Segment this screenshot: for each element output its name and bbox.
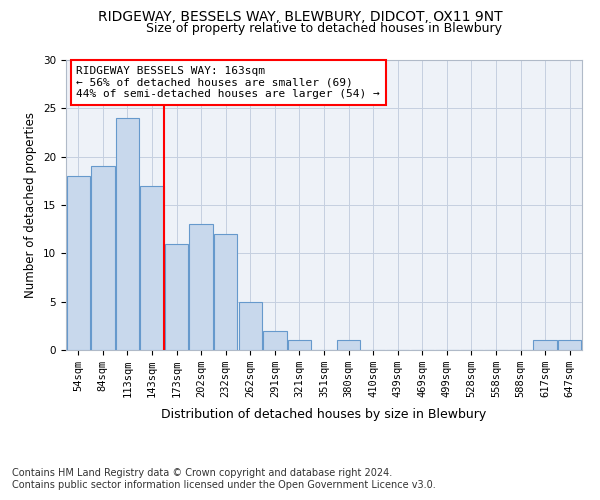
Bar — [263, 330, 287, 350]
Y-axis label: Number of detached properties: Number of detached properties — [25, 112, 37, 298]
Bar — [239, 302, 262, 350]
Bar — [533, 340, 557, 350]
Bar — [140, 186, 164, 350]
Title: Size of property relative to detached houses in Blewbury: Size of property relative to detached ho… — [146, 22, 502, 35]
Bar — [67, 176, 90, 350]
Text: RIDGEWAY, BESSELS WAY, BLEWBURY, DIDCOT, OX11 9NT: RIDGEWAY, BESSELS WAY, BLEWBURY, DIDCOT,… — [98, 10, 502, 24]
X-axis label: Distribution of detached houses by size in Blewbury: Distribution of detached houses by size … — [161, 408, 487, 422]
Bar — [116, 118, 139, 350]
Bar — [558, 340, 581, 350]
Text: Contains HM Land Registry data © Crown copyright and database right 2024.
Contai: Contains HM Land Registry data © Crown c… — [12, 468, 436, 490]
Text: RIDGEWAY BESSELS WAY: 163sqm
← 56% of detached houses are smaller (69)
44% of se: RIDGEWAY BESSELS WAY: 163sqm ← 56% of de… — [76, 66, 380, 99]
Bar — [337, 340, 360, 350]
Bar — [91, 166, 115, 350]
Bar — [214, 234, 238, 350]
Bar — [165, 244, 188, 350]
Bar — [288, 340, 311, 350]
Bar — [190, 224, 213, 350]
